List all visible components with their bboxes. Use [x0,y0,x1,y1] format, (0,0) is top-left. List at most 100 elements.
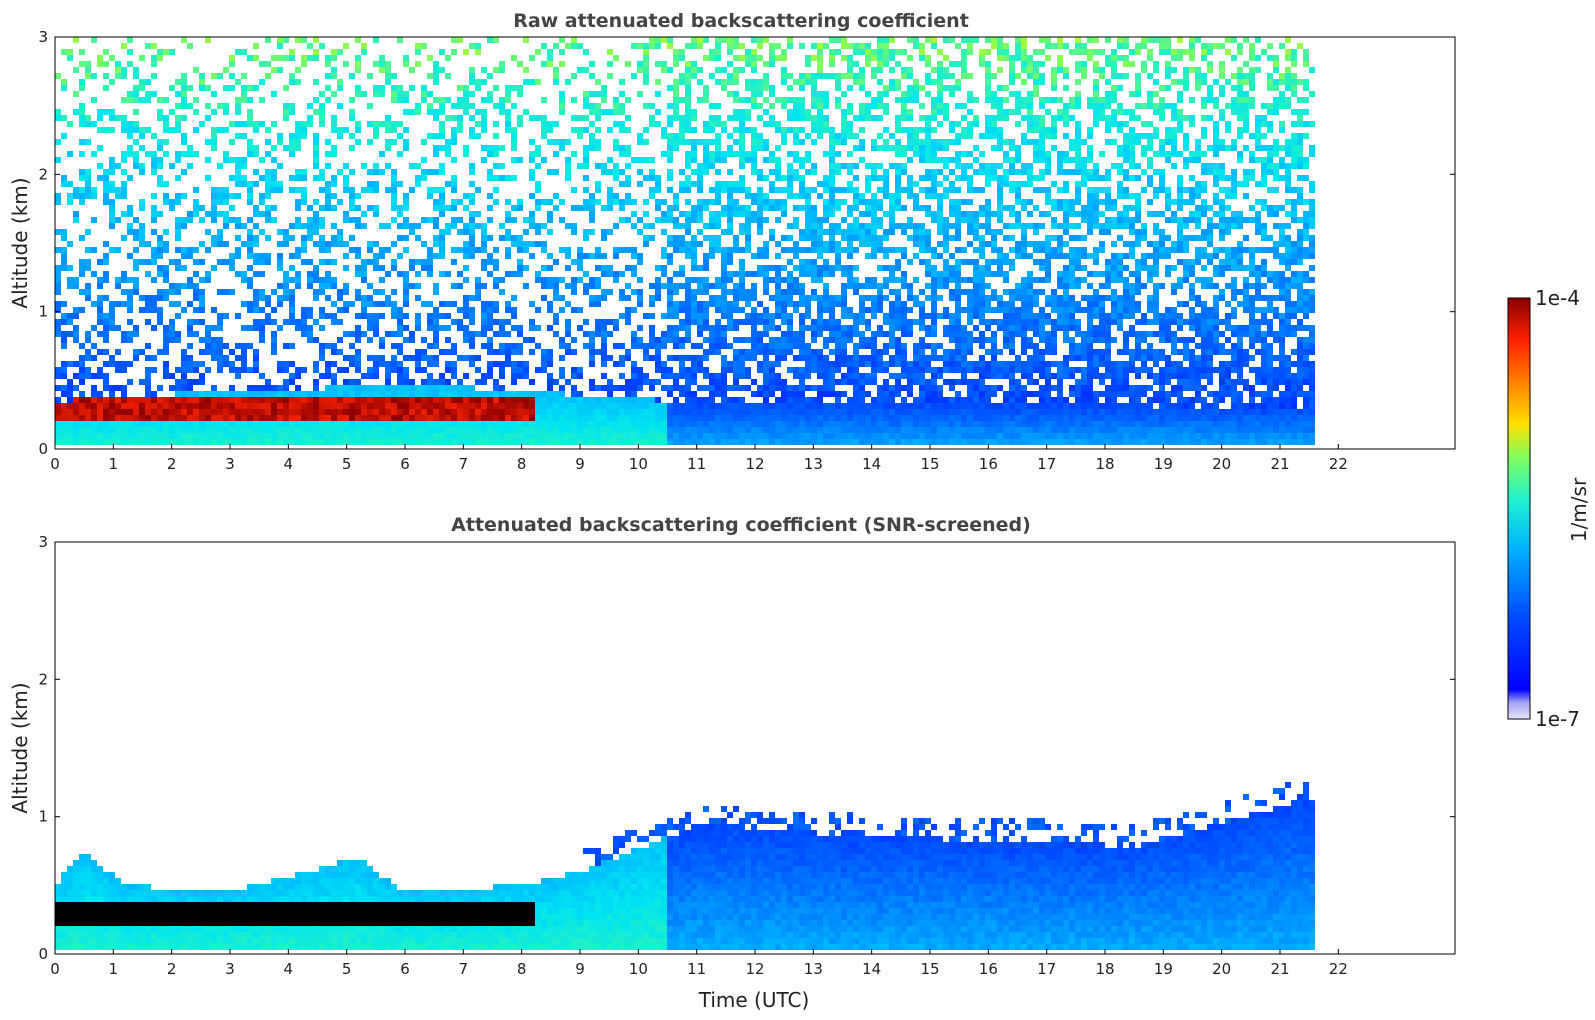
heatmap-cell [799,193,805,199]
heatmap-cell [451,439,457,445]
heatmap-cell [157,289,163,295]
heatmap-cell [769,439,775,445]
heatmap-cell [853,115,859,121]
heatmap-cell [793,151,799,157]
heatmap-cell [247,391,253,397]
heatmap-cell [403,223,409,229]
heatmap-cell [553,295,559,301]
heatmap-cell [415,319,421,325]
heatmap-cell [703,289,709,295]
heatmap-cell [709,223,715,229]
heatmap-cell [445,73,451,79]
heatmap-cell [895,169,901,175]
heatmap-cell [895,319,901,325]
heatmap-cell [235,439,241,445]
heatmap-cell [373,211,379,217]
heatmap-cell [715,301,721,307]
heatmap-cell [835,325,841,331]
heatmap-cell [835,163,841,169]
heatmap-cell [697,301,703,307]
heatmap-cell [361,277,367,283]
heatmap-cell [307,205,313,211]
heatmap-cell [487,433,493,439]
heatmap-cell [541,427,547,433]
heatmap-cell [883,211,889,217]
heatmap-cell [595,415,601,421]
heatmap-cell [127,49,133,55]
heatmap-cell [103,199,109,205]
heatmap-cell [625,127,631,133]
heatmap-cell [835,229,841,235]
heatmap-cell [799,139,805,145]
heatmap-cell [253,319,259,325]
heatmap-cell [511,133,517,139]
heatmap-cell [325,181,331,187]
heatmap-cell [211,193,217,199]
heatmap-cell [247,403,253,409]
heatmap-cell [157,307,163,313]
heatmap-cell [175,421,181,427]
heatmap-cell [673,223,679,229]
heatmap-cell [901,415,907,421]
heatmap-cell [637,229,643,235]
heatmap-cell [619,109,625,115]
heatmap-cell [61,247,67,253]
heatmap-cell [157,409,163,415]
heatmap-cell [421,217,427,223]
heatmap-cell [457,127,463,133]
heatmap-cell [847,355,853,361]
heatmap-cell [199,409,205,415]
heatmap-cell [823,343,829,349]
heatmap-cell [121,73,127,79]
heatmap-cell [757,319,763,325]
heatmap-cell [889,223,895,229]
heatmap-cell [361,91,367,97]
heatmap-cell [595,385,601,391]
heatmap-cell [469,427,475,433]
heatmap-cell [901,355,907,361]
heatmap-cell [523,37,529,43]
heatmap-cell [157,271,163,277]
heatmap-cell [469,403,475,409]
heatmap-cell [427,319,433,325]
heatmap-cell [733,325,739,331]
heatmap-cell [811,361,817,367]
heatmap-cell [391,97,397,103]
heatmap-cell [121,367,127,373]
heatmap-cell [643,343,649,349]
heatmap-cell [307,271,313,277]
heatmap-cell [643,127,649,133]
heatmap-cell [67,397,73,403]
heatmap-cell [703,385,709,391]
heatmap-cell [583,187,589,193]
heatmap-cell [67,415,73,421]
heatmap-cell [565,379,571,385]
heatmap-cell [379,427,385,433]
heatmap-cell [571,397,577,403]
heatmap-cell [799,43,805,49]
heatmap-cell [331,127,337,133]
heatmap-cell [613,139,619,145]
heatmap-cell [235,397,241,403]
heatmap-cell [901,301,907,307]
heatmap-cell [745,187,751,193]
heatmap-cell [379,301,385,307]
heatmap-cell [769,151,775,157]
heatmap-cell [421,301,427,307]
heatmap-cell [823,295,829,301]
heatmap-cell [841,403,847,409]
heatmap-cell [505,97,511,103]
heatmap-cell [697,343,703,349]
heatmap-cell [751,193,757,199]
heatmap-cell [655,397,661,403]
heatmap-cell [733,439,739,445]
heatmap-cell [799,175,805,181]
heatmap-cell [337,433,343,439]
heatmap-cell [271,439,277,445]
heatmap-cell [625,181,631,187]
heatmap-cell [133,67,139,73]
heatmap-cell [391,169,397,175]
heatmap-cell [469,439,475,445]
heatmap-cell [349,385,355,391]
heatmap-cell [535,325,541,331]
